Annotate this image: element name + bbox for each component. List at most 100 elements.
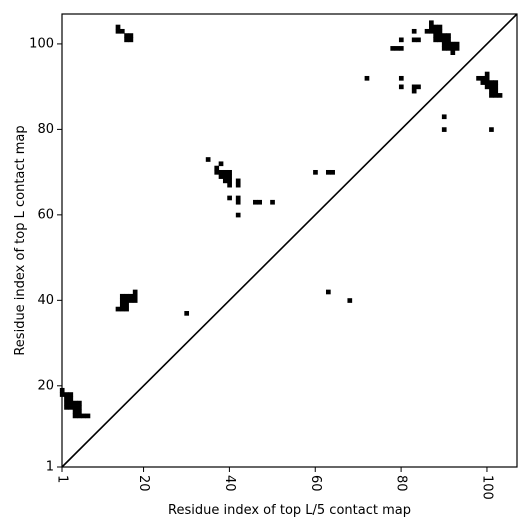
contact-upper-60	[446, 37, 451, 43]
contact-upper-9	[214, 165, 220, 171]
contact-upper-3	[124, 33, 129, 38]
y-axis: 1 20 40 60 80 100	[29, 36, 62, 475]
contact-lower-34	[184, 311, 190, 316]
contact-upper-46	[429, 24, 434, 30]
contact-upper-76	[480, 80, 486, 85]
contact-lower-7	[68, 400, 74, 406]
contact-upper-63	[450, 41, 456, 47]
contact-upper-42	[411, 84, 417, 90]
contact-upper-20	[227, 182, 232, 188]
contact-upper-5	[124, 37, 129, 43]
contact-lower-33	[124, 306, 129, 312]
contact-upper-4	[128, 33, 134, 38]
contact-upper-82	[493, 84, 499, 90]
contact-lower-21	[119, 293, 125, 299]
contact-upper-43	[416, 84, 421, 90]
contact-lower-22	[124, 293, 129, 299]
contact-lower-17	[77, 413, 82, 419]
contact-upper-12	[222, 169, 228, 175]
contact-lower-29	[119, 302, 125, 308]
contact-upper-44	[411, 88, 417, 94]
contact-upper-38	[411, 37, 417, 43]
contact-lower-19	[85, 413, 91, 419]
contact-upper-84	[493, 88, 499, 94]
contact-lower-12	[72, 405, 78, 410]
y-tick-label-2: 40	[37, 293, 54, 308]
contact-upper-80	[484, 84, 490, 90]
contact-upper-50	[429, 28, 434, 34]
contact-upper-15	[222, 174, 228, 179]
contact-lower-11	[68, 405, 74, 410]
contact-upper-54	[437, 33, 443, 38]
contact-upper-16	[227, 174, 232, 179]
contact-upper-23	[235, 195, 241, 201]
contact-upper-81	[489, 84, 494, 90]
contact-upper-66	[446, 46, 451, 51]
contact-upper-68	[454, 46, 460, 51]
contact-upper-61	[441, 41, 447, 47]
contact-upper-87	[497, 93, 503, 98]
contact-upper-45	[429, 20, 434, 26]
contact-lower-1	[59, 392, 65, 397]
diagonal-line	[61, 13, 518, 468]
contact-upper-2	[119, 28, 125, 34]
contact-upper-73	[476, 75, 481, 81]
contact-upper-88	[489, 127, 494, 132]
contact-upper-47	[433, 24, 438, 30]
contact-lower-35	[325, 289, 331, 295]
contact-upper-34	[394, 46, 400, 51]
contact-lower-8	[72, 400, 78, 406]
contact-upper-35	[398, 46, 404, 51]
contact-lower-18	[81, 413, 87, 419]
contact-lower-9	[77, 400, 82, 406]
contact-upper-18	[227, 178, 232, 184]
contact-upper-56	[446, 33, 451, 38]
contact-upper-75	[484, 75, 490, 81]
contact-lower-6	[64, 400, 69, 406]
contact-upper-1	[115, 28, 121, 34]
contact-lower-16	[72, 413, 78, 419]
contact-upper-49	[424, 28, 430, 34]
contact-upper-10	[214, 169, 220, 175]
contact-upper-74	[480, 75, 486, 81]
contact-upper-27	[270, 199, 275, 205]
x-axis: 1 20 40 60 80 100	[55, 467, 494, 500]
contact-lower-28	[132, 298, 138, 303]
contact-lower-13	[77, 405, 82, 410]
contact-upper-13	[227, 169, 232, 175]
contact-upper-17	[222, 178, 228, 184]
contact-upper-53	[433, 33, 438, 38]
contact-lower-0	[59, 387, 65, 393]
contact-upper-8	[218, 161, 224, 167]
contact-upper-78	[489, 80, 494, 85]
contact-upper-65	[441, 46, 447, 51]
contact-upper-32	[364, 75, 370, 81]
contact-upper-31	[330, 169, 335, 175]
contact-upper-24	[235, 199, 241, 205]
x-tick-label-4: 80	[394, 475, 409, 492]
contact-lower-26	[124, 298, 129, 303]
contact-upper-25	[253, 199, 258, 205]
contact-upper-71	[441, 127, 447, 132]
contact-upper-30	[325, 169, 331, 175]
contact-upper-6	[128, 37, 134, 43]
contact-lower-24	[132, 293, 138, 299]
y-tick-label-5: 100	[29, 36, 54, 51]
contact-upper-48	[437, 24, 443, 30]
contact-lower-14	[72, 409, 78, 414]
contact-lower-5	[68, 396, 74, 402]
contact-upper-64	[454, 41, 460, 47]
contact-lower-10	[64, 405, 69, 410]
contact-upper-22	[227, 195, 232, 201]
contact-upper-79	[493, 80, 499, 85]
contact-lower-32	[119, 306, 125, 312]
x-tick-label-5: 100	[479, 475, 494, 500]
contact-upper-41	[398, 84, 404, 90]
contact-upper-86	[493, 93, 499, 98]
contact-upper-59	[441, 37, 447, 43]
y-tick-label-0: 1	[46, 460, 54, 475]
contact-upper-19	[235, 178, 241, 184]
contact-upper-33	[390, 46, 396, 51]
contact-upper-0	[115, 24, 121, 30]
